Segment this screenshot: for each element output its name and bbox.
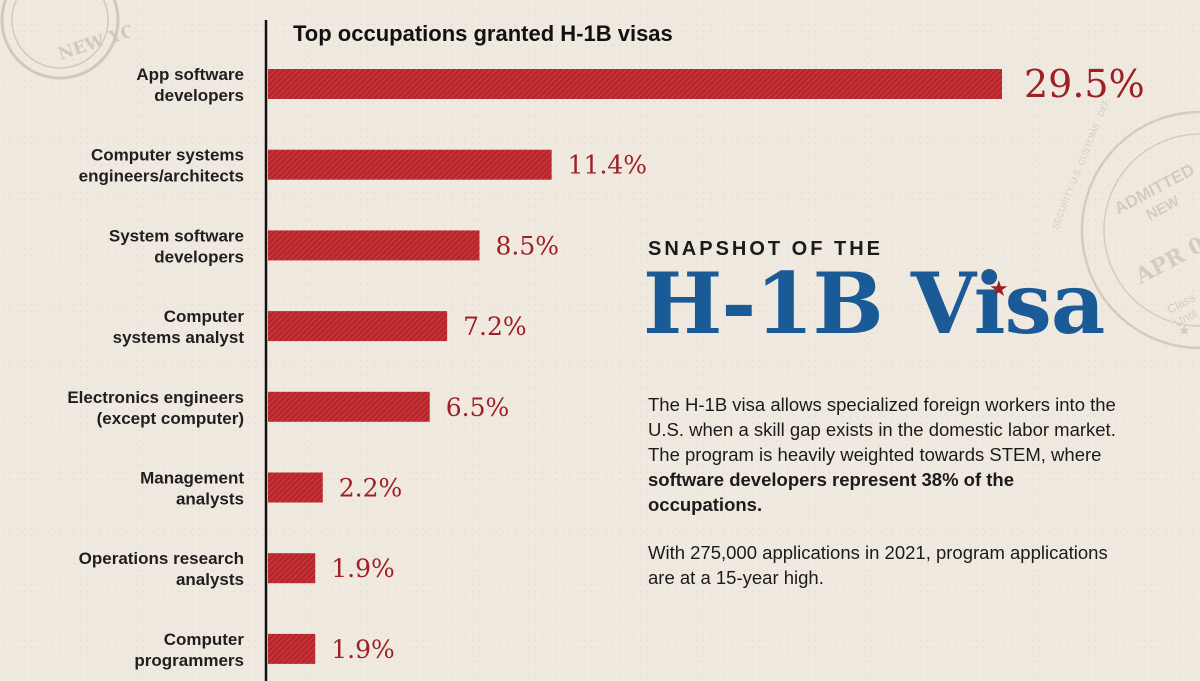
value-label-2: 8.5% (495, 231, 559, 260)
category-label-4-line-0: Electronics engineers (67, 388, 244, 407)
category-label-0-line-0: App software (136, 65, 244, 84)
value-label-5: 2.2% (339, 474, 403, 503)
category-label-6-line-1: analysts (176, 570, 244, 589)
category-label-5-line-0: Management (140, 469, 244, 488)
bar-1 (268, 149, 552, 180)
category-label-7-line-1: programmers (134, 651, 244, 670)
snapshot-title: H-1B Visa (643, 254, 1105, 353)
snapshot-paragraph-1: The H-1B visa allows specialized foreign… (648, 392, 1118, 517)
snapshot-kicker: SNAPSHOT OF THE (648, 238, 884, 260)
category-label-1-line-0: Computer systems (91, 146, 244, 165)
star-icon: ★ (989, 276, 1009, 301)
snapshot-paragraph-1-bold: software developers represent 38% of the… (648, 469, 1015, 515)
category-label-3-line-0: Computer (164, 307, 245, 326)
bars-group: 29.5% App software developers 11.4% Computer… (67, 62, 1144, 670)
category-label-4-line-1: (except computer) (97, 409, 244, 428)
value-label-6: 1.9% (331, 554, 395, 583)
bar-5 (268, 472, 323, 503)
value-label-0: 29.5% (1024, 62, 1145, 106)
category-label-1-line-1: engineers/architects (79, 167, 244, 186)
category-label-2-line-0: System software (109, 226, 244, 245)
bar-0 (268, 69, 1002, 99)
chart-title: Top occupations granted H-1B visas (293, 21, 673, 46)
category-label-6-line-0: Operations research (79, 549, 244, 568)
value-label-4: 6.5% (446, 393, 510, 422)
category-label-2-line-1: developers (154, 247, 244, 266)
category-label-5-line-1: analysts (176, 490, 244, 509)
bar-7 (268, 633, 316, 664)
category-label-0-line-1: developers (154, 86, 244, 105)
value-label-1: 11.4% (568, 151, 647, 180)
bar-2 (268, 230, 480, 261)
category-label-7-line-0: Computer (164, 630, 245, 649)
bar-3 (268, 311, 448, 342)
value-label-3: 7.2% (463, 312, 527, 341)
snapshot-paragraph-2: With 275,000 applications in 2021, progr… (648, 542, 1108, 588)
bar-6 (268, 553, 316, 584)
category-label-3-line-1: systems analyst (113, 328, 245, 347)
value-label-7: 1.9% (331, 635, 395, 664)
bar-4 (268, 391, 430, 422)
snapshot-paragraph-1-text: The H-1B visa allows specialized foreign… (648, 394, 1116, 465)
